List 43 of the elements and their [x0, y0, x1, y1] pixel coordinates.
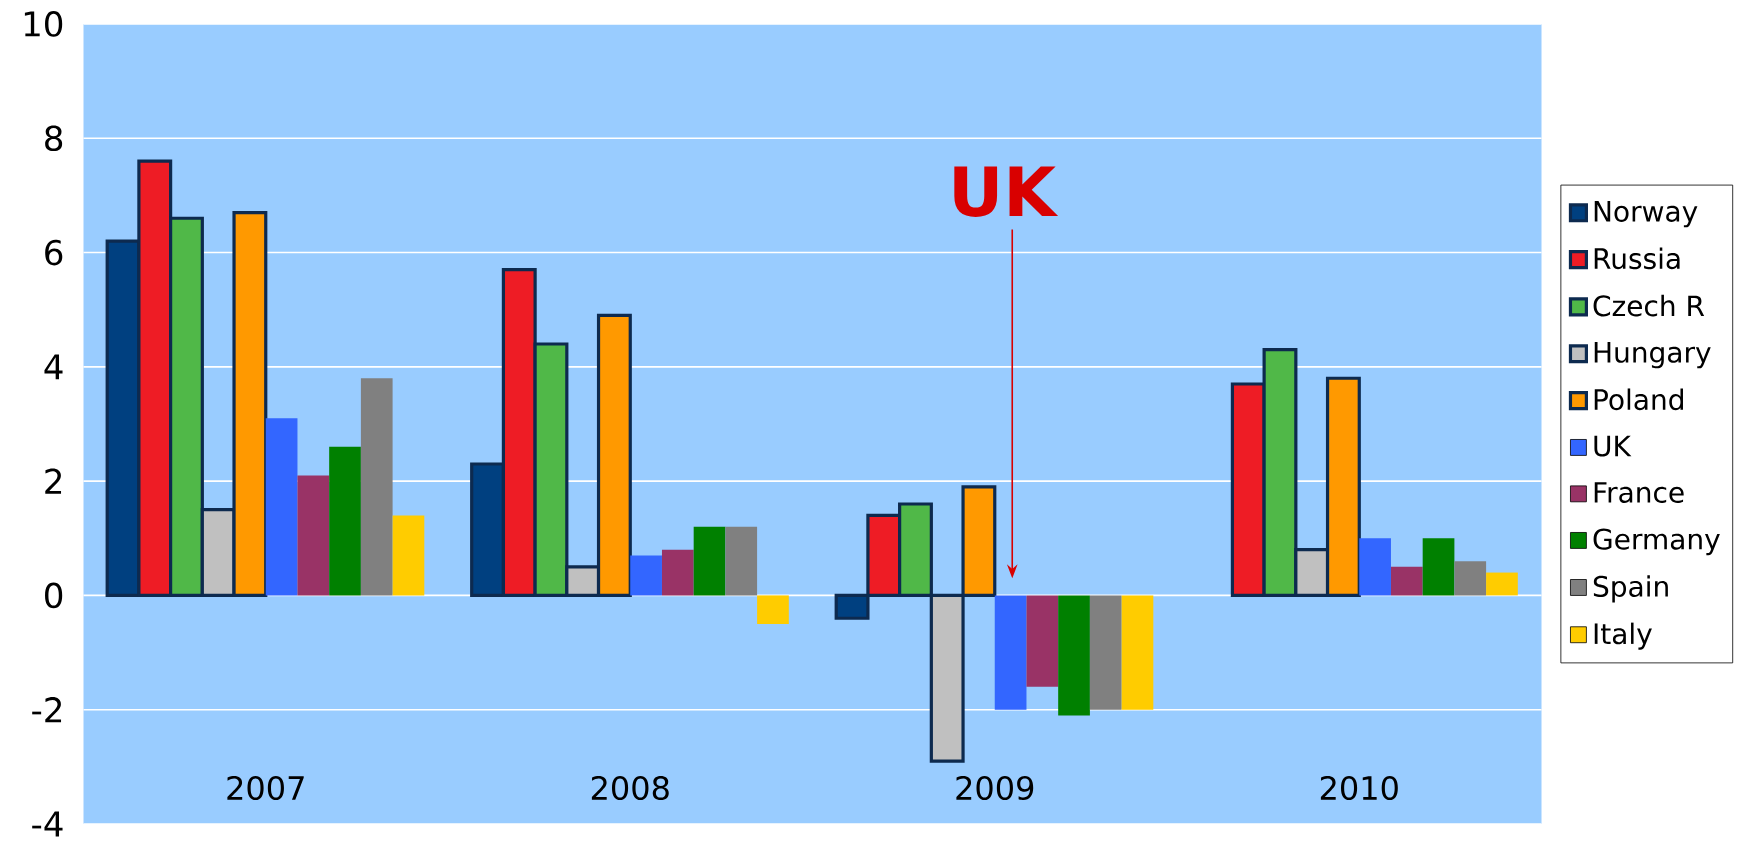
bar: [661, 549, 694, 596]
x-tick-label: 2007: [227, 775, 304, 801]
bar: [1422, 538, 1455, 596]
y-tick-label: 6: [45, 239, 63, 266]
annotation: UK: [954, 166, 1059, 217]
bar: [329, 446, 361, 596]
bar: [1454, 561, 1487, 596]
legend-label: Norway: [1594, 201, 1698, 228]
y-tick-label: -4: [32, 811, 63, 837]
legend-label: Czech R: [1593, 294, 1705, 317]
bar: [1058, 595, 1090, 716]
legend-label: Germany: [1593, 528, 1720, 556]
bar: [1089, 595, 1122, 710]
legend-label: Spain: [1593, 575, 1668, 603]
y-tick-label: -2: [32, 697, 62, 723]
bar: [630, 555, 662, 596]
x-tick-label: 2009: [956, 775, 1034, 801]
legend-label: Italy: [1594, 622, 1652, 650]
legend-label: Russia: [1594, 247, 1680, 270]
legend-label: UK: [1594, 435, 1632, 457]
bar: [1359, 538, 1391, 596]
legend-label: Hungary: [1594, 342, 1711, 369]
y-tick-label: 10: [24, 11, 63, 37]
legend-label: Poland: [1594, 388, 1683, 411]
bar: [725, 526, 758, 596]
bar: [297, 475, 330, 596]
bar: [1121, 595, 1154, 710]
bar: [1390, 566, 1423, 596]
x-tick-label: 2010: [1320, 775, 1398, 801]
y-tick-label: 8: [45, 125, 63, 152]
bar: [757, 595, 789, 624]
y-tick-label: 4: [44, 354, 63, 380]
y-tick-label: 2: [45, 468, 62, 494]
bar: [265, 418, 298, 596]
bar: [693, 526, 726, 596]
x-tick-label: 2008: [591, 775, 669, 801]
bar: [1486, 572, 1518, 596]
bar: [994, 595, 1027, 710]
bar: [1026, 595, 1059, 687]
bar: [392, 515, 425, 596]
y-tick-label: 0: [45, 582, 63, 609]
legend-label: France: [1594, 482, 1684, 503]
bar: [360, 378, 393, 596]
